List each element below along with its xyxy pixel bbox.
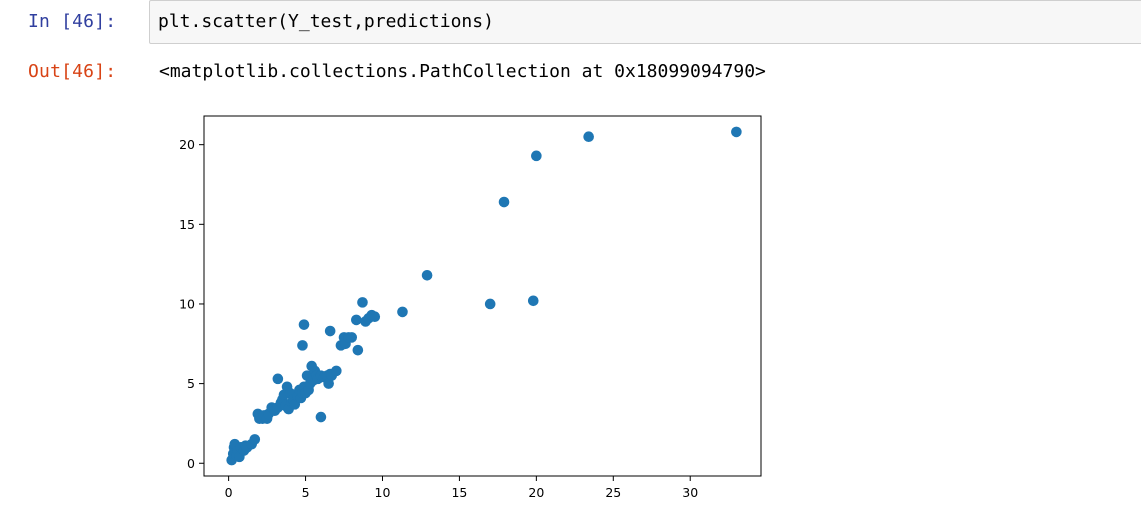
scatter-point	[498, 196, 510, 208]
x-tick-label: 15	[451, 485, 467, 500]
scatter-point	[731, 126, 742, 138]
input-prompt: In [46]:	[28, 11, 117, 32]
scatter-point	[583, 131, 594, 143]
output-repr-text: <matplotlib.collections.PathCollection a…	[159, 61, 766, 82]
plot-axes-frame	[203, 115, 762, 477]
scatter-point	[369, 311, 381, 323]
scatter-point	[272, 373, 284, 385]
x-tick-label: 30	[682, 485, 698, 500]
x-tick-label: 10	[375, 485, 391, 500]
y-tick-label: 5	[187, 376, 195, 391]
y-tick-label: 10	[179, 296, 195, 311]
scatter-point	[484, 298, 496, 310]
scatter-point	[297, 340, 308, 351]
code-text[interactable]: plt.scatter(Y_test,predictions)	[158, 11, 494, 32]
scatter-point	[331, 365, 342, 377]
scatter-point	[421, 269, 433, 281]
scatter-point	[249, 434, 261, 445]
code-editor[interactable]: plt.scatter(Y_test,predictions)	[149, 0, 1141, 44]
scatter-point	[352, 344, 364, 356]
x-tick-label: 25	[605, 485, 621, 500]
scatter-point	[315, 411, 327, 423]
y-axis: 0 5 10 15 20	[179, 137, 204, 471]
scatter-point	[527, 295, 539, 307]
x-tick-label: 5	[302, 485, 310, 500]
scatter-point	[324, 325, 336, 337]
scatter-point	[346, 332, 358, 343]
scatter-point	[531, 150, 542, 162]
scatter-points	[226, 126, 742, 466]
y-tick-label: 15	[179, 217, 195, 232]
x-tick-label: 0	[225, 485, 233, 500]
scatter-point	[397, 306, 408, 318]
scatter-point	[351, 314, 362, 326]
scatter-point	[323, 378, 334, 389]
x-axis: 0 5 10 15 20 25 30	[225, 476, 698, 500]
scatter-point	[298, 319, 310, 330]
scatter-plot: 0 5 10 15 20 25 30 0 5 10 15 20	[179, 115, 762, 500]
scatter-point	[357, 297, 368, 308]
output-prompt: Out[46]:	[28, 61, 117, 82]
y-tick-label: 0	[187, 456, 195, 471]
input-cell[interactable]: In [46]: plt.scatter(Y_test,predictions)	[0, 0, 1141, 46]
x-tick-label: 20	[528, 485, 544, 500]
y-tick-label: 20	[179, 137, 195, 152]
